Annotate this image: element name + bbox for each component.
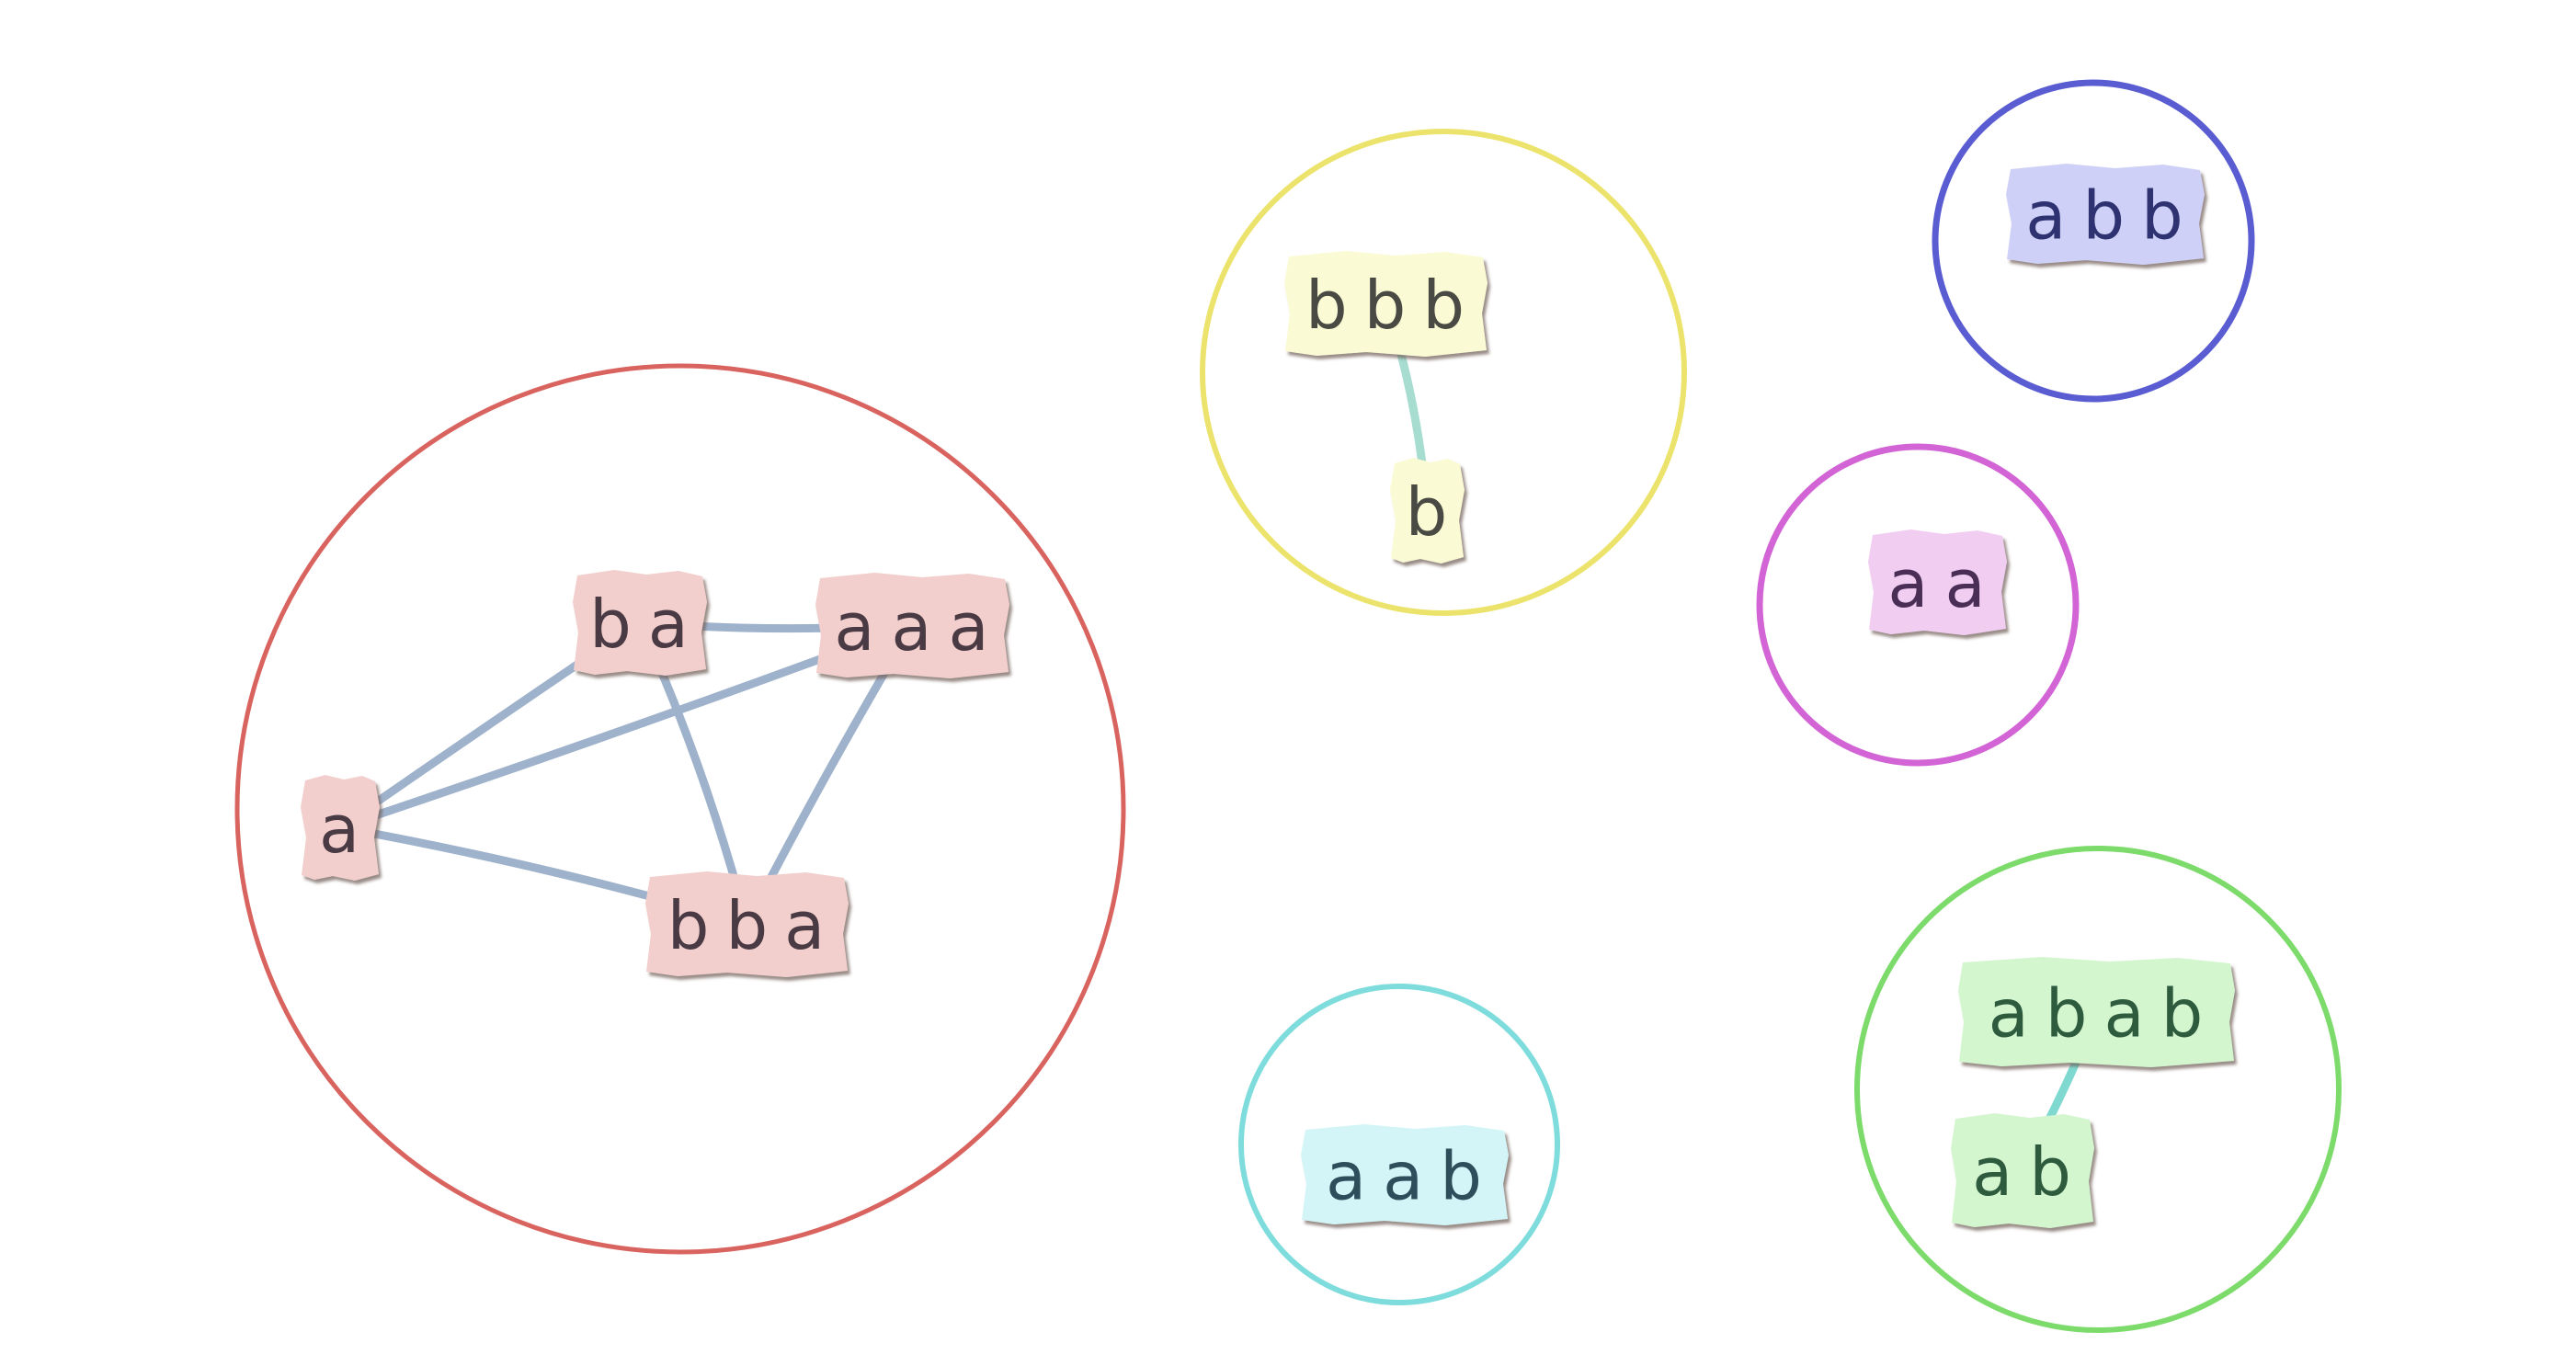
node-bba[interactable]: bba bbox=[645, 871, 849, 977]
node-note-abab bbox=[1958, 957, 2235, 1067]
node-b[interactable]: b bbox=[1390, 458, 1465, 563]
node-note-aab bbox=[1301, 1124, 1509, 1225]
node-bbb[interactable]: bbb bbox=[1284, 251, 1487, 357]
node-note-ab bbox=[1951, 1113, 2094, 1228]
node-label-ab: ab bbox=[1972, 1133, 2088, 1211]
node-abab[interactable]: abab bbox=[1958, 957, 2235, 1067]
node-note-bba bbox=[645, 871, 849, 977]
node-label-a: a bbox=[319, 791, 376, 868]
node-note-abb bbox=[2006, 164, 2205, 265]
node-label-aab: aab bbox=[1326, 1138, 1499, 1215]
cluster-rings bbox=[234, 79, 2342, 1333]
node-aaa[interactable]: aaa bbox=[815, 573, 1009, 678]
cluster-ring-cyan bbox=[1238, 984, 1560, 1305]
node-aab[interactable]: aab bbox=[1301, 1124, 1509, 1225]
node-label-bba: bba bbox=[667, 887, 842, 964]
node-aa[interactable]: aa bbox=[1868, 529, 2007, 635]
node-label-b: b bbox=[1406, 473, 1465, 551]
cluster-ring-yellow bbox=[1200, 129, 1687, 616]
node-ab[interactable]: ab bbox=[1951, 1113, 2094, 1228]
node-abb[interactable]: abb bbox=[2006, 164, 2205, 265]
cluster-ring-green bbox=[1854, 846, 2342, 1333]
node-note-a bbox=[301, 775, 380, 881]
node-note-bbb bbox=[1284, 251, 1487, 357]
cluster-ring-red bbox=[234, 363, 1126, 1255]
node-ba[interactable]: ba bbox=[573, 570, 707, 676]
cluster-ring-blue bbox=[1932, 79, 2255, 403]
cluster-ring-magenta bbox=[1756, 443, 2080, 767]
node-label-aa: aa bbox=[1887, 545, 2001, 622]
node-note-ba bbox=[573, 570, 707, 676]
node-label-abab: abab bbox=[1989, 975, 2220, 1053]
node-note-aa bbox=[1868, 529, 2007, 635]
node-label-abb: abb bbox=[2025, 177, 2200, 255]
node-label-ba: ba bbox=[589, 586, 705, 663]
node-note-aaa bbox=[815, 573, 1009, 678]
node-label-bbb: bbb bbox=[1305, 267, 1481, 344]
node-a[interactable]: a bbox=[301, 775, 380, 881]
node-label-aaa: aaa bbox=[834, 588, 1005, 666]
node-note-b bbox=[1390, 458, 1465, 563]
